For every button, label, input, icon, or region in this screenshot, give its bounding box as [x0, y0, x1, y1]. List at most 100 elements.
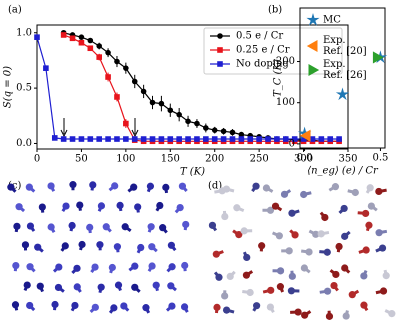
spin-head	[213, 303, 221, 311]
spin-head	[180, 303, 189, 311]
point	[105, 74, 111, 80]
point	[336, 136, 342, 142]
spin-head	[23, 281, 31, 289]
spin-head	[167, 241, 176, 249]
spin-head	[312, 230, 320, 238]
point	[96, 43, 102, 49]
spin-head	[246, 288, 254, 297]
spin-head	[388, 310, 396, 318]
spin-head	[267, 286, 275, 294]
spin-head	[91, 263, 99, 271]
spin-head	[378, 244, 387, 252]
spin-head	[71, 301, 79, 310]
spin-head	[73, 264, 81, 272]
spin-head	[221, 292, 229, 300]
x-tick-label: 200	[205, 154, 224, 165]
point	[149, 99, 156, 106]
spin-head	[276, 283, 284, 291]
point	[291, 136, 298, 142]
point	[87, 45, 94, 52]
point	[203, 125, 209, 131]
spin-head	[96, 241, 104, 249]
spin-head	[167, 282, 175, 290]
y-tick-label: 100	[276, 97, 295, 108]
spin-head	[108, 263, 116, 272]
spin-head	[47, 182, 55, 190]
spin-head	[317, 230, 325, 238]
plot-frame	[36, 24, 349, 150]
spin-head	[137, 243, 145, 252]
spin-head	[323, 287, 332, 295]
panel-label: (c)	[8, 181, 22, 192]
point	[51, 135, 58, 141]
point	[131, 78, 138, 85]
point	[229, 129, 236, 136]
y-tick-label: 0.5	[16, 83, 32, 94]
spin-head	[275, 232, 283, 240]
spin-head	[285, 247, 293, 255]
spin-head	[325, 312, 334, 320]
spin-head	[11, 301, 20, 309]
point	[238, 131, 245, 138]
y-tick-label: 0	[289, 138, 295, 149]
point	[327, 136, 334, 142]
spin-head	[276, 267, 285, 275]
legend-marker	[308, 63, 320, 77]
spin-head	[280, 190, 289, 198]
legend-marker	[217, 33, 223, 39]
spin-head	[111, 182, 119, 190]
spin-head	[110, 304, 118, 312]
spin-head	[55, 263, 63, 271]
spin-head	[233, 204, 241, 212]
spin-lattice	[7, 181, 190, 314]
point	[176, 136, 182, 142]
spin-head	[379, 287, 388, 295]
point	[247, 136, 254, 142]
arrow-head	[131, 129, 139, 138]
spin-head	[13, 222, 21, 230]
x-axis-label: T (K)	[180, 167, 205, 178]
x-tick-label: 0.5	[372, 153, 388, 164]
x-tick-label: 350	[338, 154, 357, 165]
spin-head	[226, 272, 234, 281]
spin-head	[291, 231, 299, 239]
spin-head	[7, 183, 15, 191]
spin-head	[120, 302, 128, 310]
legend-label: Exp. Ref. [20]	[323, 35, 367, 57]
spin-head	[26, 222, 35, 230]
spin-head	[341, 264, 349, 272]
spin-head	[168, 302, 176, 310]
spin-head	[97, 202, 106, 210]
spin-head	[131, 262, 139, 270]
point	[185, 118, 191, 125]
point	[96, 136, 103, 142]
point	[149, 136, 156, 142]
legend-frame	[203, 27, 343, 75]
spin-head	[366, 184, 374, 192]
point	[123, 65, 129, 71]
x-axis-label: ⟨n_eg⟩ (e) / Cr	[307, 166, 379, 177]
spin-head	[360, 301, 368, 309]
point	[283, 136, 289, 142]
point	[274, 136, 280, 142]
arrow-head	[60, 129, 68, 138]
legend-marker	[217, 61, 223, 67]
point	[238, 136, 245, 142]
point	[194, 136, 200, 142]
spin-head	[351, 188, 359, 197]
legend-label: MC	[323, 15, 341, 26]
y-axis-label: S(q = 0)	[3, 66, 14, 108]
panel-label: (b)	[268, 5, 282, 16]
spin-head	[375, 187, 383, 196]
x-tick-label: 0.0	[297, 153, 313, 164]
spin-head	[365, 221, 373, 229]
legend-label: No doping	[236, 59, 289, 70]
point	[194, 120, 200, 127]
spin-head	[97, 283, 105, 291]
panel-label: (d)	[208, 181, 222, 192]
spin-head	[294, 308, 302, 316]
spin-head	[266, 206, 275, 214]
spin-head	[348, 291, 356, 299]
spin-head	[382, 272, 390, 280]
point	[299, 129, 311, 142]
